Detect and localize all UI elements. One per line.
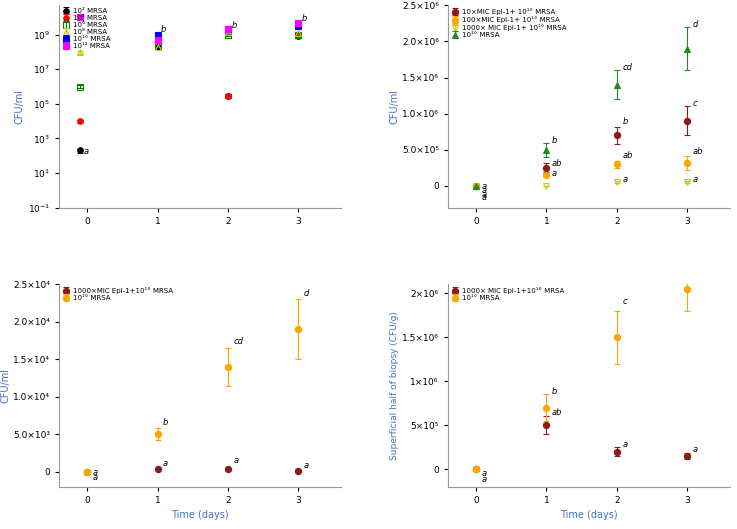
Legend: 10² MRSA, 10⁴ MRSA, 10⁶ MRSA, 10⁸ MRSA, 10¹° MRSA, 10¹² MRSA: 10² MRSA, 10⁴ MRSA, 10⁶ MRSA, 10⁸ MRSA, …: [60, 7, 112, 51]
Text: c: c: [693, 99, 697, 108]
Text: b: b: [552, 135, 557, 144]
Text: cd: cd: [234, 338, 244, 346]
X-axis label: Time (days): Time (days): [171, 510, 228, 520]
Text: b: b: [231, 21, 237, 30]
Text: a: a: [481, 193, 486, 202]
Y-axis label: Superficial half of biopsy (CFU/g): Superficial half of biopsy (CFU/g): [390, 311, 399, 460]
Text: a: a: [552, 169, 557, 178]
Legend: 1000×MIC EpI-1+10¹° MRSA, 10¹° MRSA: 1000×MIC EpI-1+10¹° MRSA, 10¹° MRSA: [60, 286, 174, 303]
Text: ab: ab: [552, 159, 562, 168]
Text: b: b: [623, 117, 628, 126]
Text: a: a: [623, 440, 628, 449]
Text: d: d: [693, 20, 698, 29]
Text: b: b: [302, 14, 307, 23]
X-axis label: Time (days): Time (days): [560, 510, 618, 520]
Text: a: a: [623, 175, 628, 184]
Y-axis label: CFU/ml: CFU/ml: [15, 89, 25, 124]
Text: a: a: [481, 475, 486, 484]
Legend: 10×MIC EpI-1+ 10¹° MRSA, 100×MIC EpI-1+ 10¹° MRSA, 1000× MIC EpI-1+ 10¹° MRSA, 1: 10×MIC EpI-1+ 10¹° MRSA, 100×MIC EpI-1+ …: [450, 7, 567, 40]
Text: a: a: [481, 186, 486, 195]
Text: a: a: [693, 444, 698, 453]
Text: b: b: [163, 418, 169, 427]
Text: a: a: [93, 469, 98, 478]
Text: a: a: [693, 175, 698, 184]
Text: a: a: [304, 461, 309, 470]
Y-axis label: CFU/ml: CFU/ml: [0, 368, 10, 403]
Text: d: d: [0, 528, 1, 529]
Text: ab: ab: [693, 147, 703, 156]
Text: a: a: [481, 190, 486, 199]
Y-axis label: CFU/ml: CFU/ml: [389, 89, 399, 124]
Text: cd: cd: [623, 63, 632, 72]
Text: a: a: [481, 469, 486, 478]
Text: a: a: [163, 460, 168, 469]
Text: a: a: [83, 147, 88, 156]
Legend: 1000× MIC EpI-1+10¹° MRSA, 10¹° MRSA: 1000× MIC EpI-1+10¹° MRSA, 10¹° MRSA: [450, 286, 565, 303]
Text: d: d: [304, 289, 310, 298]
Text: ab: ab: [623, 151, 633, 160]
Text: a: a: [234, 455, 239, 464]
Text: a: a: [481, 183, 486, 191]
Text: b: b: [552, 387, 557, 396]
Text: b: b: [161, 25, 167, 34]
Text: a: a: [93, 473, 98, 482]
Text: ab: ab: [552, 407, 562, 416]
Text: c: c: [623, 297, 627, 306]
